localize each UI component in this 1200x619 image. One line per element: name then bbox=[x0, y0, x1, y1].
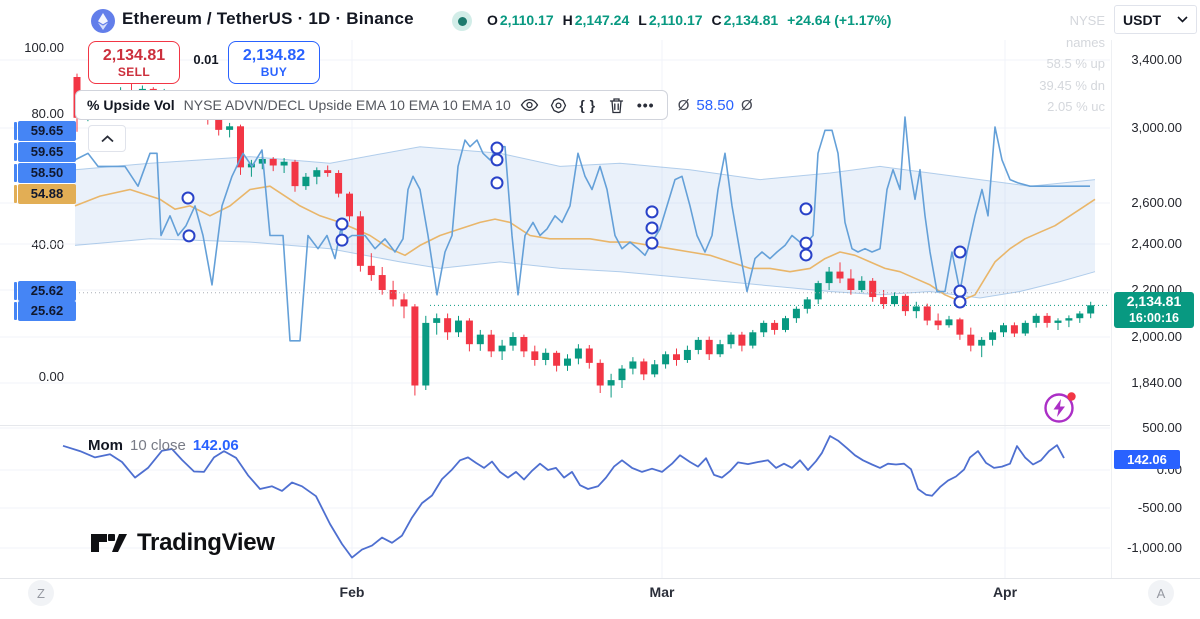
sell-price: 2,134.81 bbox=[102, 46, 166, 64]
momentum-params: 10 close bbox=[130, 437, 186, 454]
symbol-title[interactable]: Ethereum / TetherUS · 1D · Binance bbox=[122, 9, 414, 28]
open-label: O bbox=[487, 12, 498, 28]
edge-tick bbox=[14, 302, 17, 320]
edge-tick bbox=[14, 122, 17, 140]
notification-dot bbox=[1067, 392, 1076, 401]
chevron-up-icon bbox=[100, 134, 114, 142]
buy-price: 2,134.82 bbox=[242, 46, 306, 64]
momentum-value-badge: 142.06 bbox=[1114, 450, 1180, 469]
countdown-timer: 16:00:16 bbox=[1128, 311, 1180, 325]
time-axis-label: Apr bbox=[992, 584, 1018, 600]
axis-label: 2,400.00 bbox=[1131, 236, 1182, 251]
currency-label: USDT bbox=[1123, 11, 1162, 28]
last-price-badge: 2,134.81 16:00:16 bbox=[1114, 292, 1194, 328]
status-line: 39.45 % dn bbox=[1039, 77, 1105, 93]
axis-label: 500.00 bbox=[1142, 420, 1182, 435]
axis-label: 80.00 bbox=[31, 105, 64, 121]
edge-tick bbox=[14, 143, 17, 161]
last-price: 2,134.81 bbox=[1126, 293, 1182, 309]
axis-label: 2,600.00 bbox=[1131, 195, 1182, 210]
ethereum-icon bbox=[91, 9, 115, 33]
indicator-value-badge: 54.88 bbox=[18, 184, 76, 204]
change-value: +24.64 (+1.17%) bbox=[787, 12, 892, 28]
axis-label: 3,000.00 bbox=[1131, 120, 1182, 135]
close-value: 2,134.81 bbox=[723, 12, 779, 28]
chevron-down-icon bbox=[1177, 16, 1188, 23]
spread-value: 0.01 bbox=[193, 52, 219, 67]
settings-gear-icon[interactable] bbox=[549, 95, 569, 115]
currency-selector[interactable]: USDT bbox=[1114, 5, 1197, 34]
momentum-value: 142.06 bbox=[192, 437, 239, 454]
axis-label: 0.00 bbox=[38, 369, 64, 384]
momentum-name: Mom bbox=[88, 437, 123, 454]
axis-label: 1,840.00 bbox=[1131, 375, 1182, 390]
axis-label: -1,000.00 bbox=[1127, 540, 1182, 555]
indicator-legend-row: % Upside Vol NYSE ADVN/DECL Upside EMA 1… bbox=[75, 90, 753, 120]
left-corner-chip: Z bbox=[28, 580, 54, 606]
status-line: NYSE bbox=[1069, 13, 1105, 28]
tradingview-logo: TradingView bbox=[90, 529, 275, 557]
close-label: C bbox=[711, 12, 722, 28]
buy-label: BUY bbox=[260, 64, 288, 79]
indicator-value-badge: 59.65 bbox=[18, 142, 76, 162]
right-corner-chip: A bbox=[1148, 580, 1174, 606]
top-toolbar: Ethereum / TetherUS · 1D · Binance O 2,11… bbox=[0, 0, 1200, 40]
indicator-params: NYSE ADVN/DECL Upside EMA 10 EMA 10 EMA … bbox=[183, 97, 511, 113]
high-value: 2,147.24 bbox=[574, 12, 630, 28]
source-code-icon[interactable]: { } bbox=[579, 97, 597, 113]
more-options-icon[interactable]: ••• bbox=[636, 97, 655, 113]
time-axis-label: Feb bbox=[339, 584, 365, 600]
time-axis-label: Mar bbox=[649, 584, 675, 600]
indicator-value-badge: 59.65 bbox=[18, 121, 76, 141]
axis-label: 100.00 bbox=[24, 40, 64, 55]
indicator-current-value: Ø 58.50 Ø bbox=[678, 97, 753, 114]
visibility-eye-icon[interactable] bbox=[520, 95, 540, 115]
indicator-legend-card[interactable]: % Upside Vol NYSE ADVN/DECL Upside EMA 1… bbox=[75, 90, 668, 120]
indicator-value-badge: 58.50 bbox=[18, 163, 76, 183]
sell-label: SELL bbox=[117, 64, 151, 79]
axis-label: 2,000.00 bbox=[1131, 329, 1182, 344]
status-line: names bbox=[1065, 34, 1105, 50]
high-label: H bbox=[562, 12, 573, 28]
edge-tick bbox=[14, 185, 17, 203]
indicator-value-badge: 25.62 bbox=[18, 301, 76, 321]
axis-label: 3,400.00 bbox=[1131, 52, 1182, 67]
pane-collapse-button[interactable] bbox=[88, 125, 126, 152]
axis-label: 40.00 bbox=[31, 237, 64, 253]
ohlc-values: O 2,110.17 H 2,147.24 L 2,110.17 C 2,134.81 … bbox=[487, 12, 891, 28]
value-suffix-symbol: Ø bbox=[740, 96, 753, 114]
indicator-name[interactable]: % Upside Vol bbox=[87, 97, 175, 113]
pane-divider[interactable] bbox=[0, 425, 1110, 426]
status-line: 2.05 % uc bbox=[1047, 99, 1105, 114]
indicator-value-badge: 25.62 bbox=[18, 281, 76, 301]
tradingview-mark-icon bbox=[91, 534, 127, 552]
value-prefix-symbol: Ø bbox=[677, 96, 690, 114]
time-axis[interactable] bbox=[0, 578, 1200, 619]
price-axis-divider[interactable] bbox=[1111, 37, 1112, 578]
edge-tick bbox=[14, 282, 17, 300]
tradingview-logo-text: TradingView bbox=[137, 529, 275, 556]
indicator-value: 58.50 bbox=[696, 96, 734, 114]
low-value: 2,110.17 bbox=[648, 12, 703, 28]
edge-tick bbox=[14, 164, 17, 182]
lightning-bolt-icon bbox=[1053, 399, 1065, 417]
momentum-legend[interactable]: Mom 10 close 142.06 bbox=[88, 437, 239, 454]
sell-button[interactable]: 2,134.81 SELL bbox=[88, 41, 180, 84]
axis-label: -500.00 bbox=[1137, 500, 1182, 515]
delete-trash-icon[interactable] bbox=[607, 95, 627, 115]
low-label: L bbox=[638, 12, 647, 28]
buy-button[interactable]: 2,134.82 BUY bbox=[228, 41, 320, 84]
indicator-status-values: NYSE names 58.5 % up 39.45 % dn 2.05 % u… bbox=[995, 10, 1105, 118]
status-line: 58.5 % up bbox=[1046, 56, 1105, 71]
flash-news-button[interactable] bbox=[1041, 388, 1079, 426]
market-status-icon[interactable] bbox=[452, 11, 472, 31]
open-value: 2,110.17 bbox=[499, 12, 554, 28]
